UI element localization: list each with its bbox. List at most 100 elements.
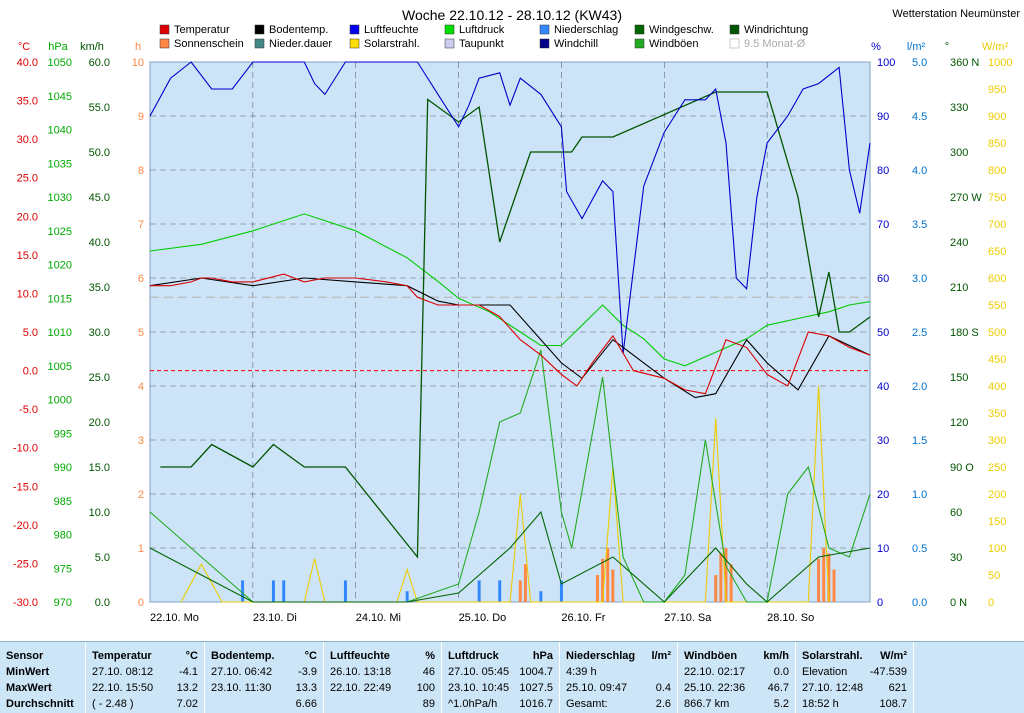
axis-tick-direction_deg: 60 <box>950 507 962 519</box>
stats-value: 0.4 <box>655 682 671 694</box>
axis-tick-humidity_pct: 30 <box>877 435 889 447</box>
weather-chart: 40.035.030.025.020.015.010.05.00.0-5.0-1… <box>13 7 1020 624</box>
stats-row: Gesamt: 2.6 <box>566 696 671 712</box>
axis-tick-solar_wm2: 450 <box>988 354 1006 366</box>
axis-tick-temp_c: 5.0 <box>23 327 38 339</box>
axis-unit-rain_lm2: l/m² <box>907 41 926 53</box>
stats-row: 89 <box>330 696 435 712</box>
axis-tick-solar_wm2: 800 <box>988 165 1006 177</box>
bar-sunshine <box>827 553 831 602</box>
stats-value: 621 <box>888 682 907 694</box>
axis-tick-wind_kmh: 10.0 <box>89 507 110 519</box>
legend-swatch <box>444 38 455 49</box>
stats-time: 866.7 km <box>684 698 730 710</box>
axis-tick-pressure_hpa: 1015 <box>48 293 72 305</box>
axis-tick-temp_c: 25.0 <box>17 173 38 185</box>
stats-value: 7.02 <box>176 698 198 710</box>
axis-tick-temp_c: -5.0 <box>19 404 38 416</box>
axis-tick-rain_lm2: 0.5 <box>912 543 927 555</box>
axis-tick-direction_deg: 180 S <box>950 327 979 339</box>
stats-row: 6.66 <box>211 696 317 712</box>
axis-tick-humidity_pct: 90 <box>877 111 889 123</box>
stats-row: 18:52 h 108.7 <box>802 696 907 712</box>
legend-label: Nieder.dauer <box>269 38 332 50</box>
stats-row: 22.10. 15:50 13.2 <box>92 680 198 696</box>
axis-tick-wind_kmh: 35.0 <box>89 282 110 294</box>
stats-value: 1004.7 <box>519 666 553 678</box>
stats-row: 27.10. 06:42 -3.9 <box>211 664 317 680</box>
bar-rain <box>271 580 275 602</box>
axis-tick-sun_h: 5 <box>138 327 144 339</box>
station-name: Wetterstation Neumünster <box>892 8 1020 20</box>
legend-swatch <box>349 38 360 49</box>
axis-tick-temp_c: 30.0 <box>17 134 38 146</box>
bar-sunshine <box>518 580 522 602</box>
bar-rain <box>282 580 286 602</box>
axis-tick-direction_deg: 330 <box>950 102 968 114</box>
x-axis-tick: 25.10. Do <box>459 612 507 624</box>
axis-tick-pressure_hpa: 1005 <box>48 361 72 373</box>
stats-unit: °C <box>304 650 317 662</box>
legend-label: Windböen <box>649 38 699 50</box>
axis-tick-sun_h: 10 <box>132 57 144 69</box>
stats-header: Bodentemp. °C <box>211 648 317 664</box>
axis-tick-rain_lm2: 3.0 <box>912 273 927 285</box>
stats-time: ^1.0hPa/h <box>448 698 498 710</box>
legend-swatch <box>634 24 645 35</box>
chart-series <box>149 61 871 603</box>
legend-label: Windrichtung <box>744 24 808 36</box>
stats-row-label: MaxWert <box>6 682 52 694</box>
stats-time: 18:52 h <box>802 698 839 710</box>
legend-swatch <box>539 24 550 35</box>
axis-tick-pressure_hpa: 1025 <box>48 226 72 238</box>
axis-tick-solar_wm2: 50 <box>988 570 1000 582</box>
axis-tick-sun_h: 6 <box>138 273 144 285</box>
axis-tick-humidity_pct: 20 <box>877 489 889 501</box>
stats-time: 22.10. 22:49 <box>330 682 392 694</box>
axis-tick-temp_c: 15.0 <box>17 250 38 262</box>
legend-swatch <box>444 24 455 35</box>
stats-value: 13.3 <box>295 682 317 694</box>
bar-sunshine <box>611 569 615 602</box>
stats-column: Sensor MinWert MaxWert Durchschnitt <box>0 642 86 713</box>
axis-unit-sun_h: h <box>135 41 141 53</box>
axis-tick-direction_deg: 30 <box>950 552 962 564</box>
axis-unit-solar_wm2: W/m² <box>982 41 1009 53</box>
axis-tick-solar_wm2: 850 <box>988 138 1006 150</box>
axis-tick-humidity_pct: 100 <box>877 57 895 69</box>
series-line-bodentemp <box>149 277 871 399</box>
axis-tick-rain_lm2: 0.0 <box>912 597 927 609</box>
legend-swatch <box>539 38 550 49</box>
axis-tick-solar_wm2: 750 <box>988 192 1006 204</box>
bar-sunshine <box>595 575 599 602</box>
axis-tick-pressure_hpa: 1050 <box>48 57 72 69</box>
stats-row: 27.10. 05:45 1004.7 <box>448 664 553 680</box>
axis-tick-sun_h: 3 <box>138 435 144 447</box>
stats-column <box>914 642 1024 713</box>
axis-tick-direction_deg: 270 W <box>950 192 982 204</box>
axis-tick-pressure_hpa: 1020 <box>48 260 72 272</box>
stats-value: 5.2 <box>773 698 789 710</box>
chart-title: Woche 22.10.12 - 28.10.12 (KW43) <box>402 7 622 23</box>
stats-row: Elevation -47.539 <box>802 664 907 680</box>
stats-row: 22.10. 02:17 0.0 <box>684 664 789 680</box>
axis-tick-pressure_hpa: 995 <box>54 428 72 440</box>
stats-header: Windböen km/h <box>684 648 789 664</box>
axis-tick-sun_h: 1 <box>138 543 144 555</box>
series-line-temperatur <box>150 273 871 395</box>
stats-column: Luftdruck hPa 27.10. 05:45 1004.7 23.10. 10:… <box>442 642 560 713</box>
chart-axes: 40.035.030.025.020.015.010.05.00.0-5.0-1… <box>13 41 1013 624</box>
axis-tick-wind_kmh: 25.0 <box>89 372 110 384</box>
stats-unit: % <box>425 650 435 662</box>
axis-tick-wind_kmh: 30.0 <box>89 327 110 339</box>
axis-tick-solar_wm2: 1000 <box>988 57 1012 69</box>
axis-tick-pressure_hpa: 975 <box>54 563 72 575</box>
axis-tick-humidity_pct: 40 <box>877 381 889 393</box>
axis-tick-rain_lm2: 1.5 <box>912 435 927 447</box>
axis-tick-solar_wm2: 300 <box>988 435 1006 447</box>
axis-tick-wind_kmh: 40.0 <box>89 237 110 249</box>
axis-tick-direction_deg: 150 <box>950 372 968 384</box>
axis-tick-humidity_pct: 80 <box>877 165 889 177</box>
bar-sunshine <box>719 553 723 602</box>
axis-tick-rain_lm2: 4.0 <box>912 165 927 177</box>
